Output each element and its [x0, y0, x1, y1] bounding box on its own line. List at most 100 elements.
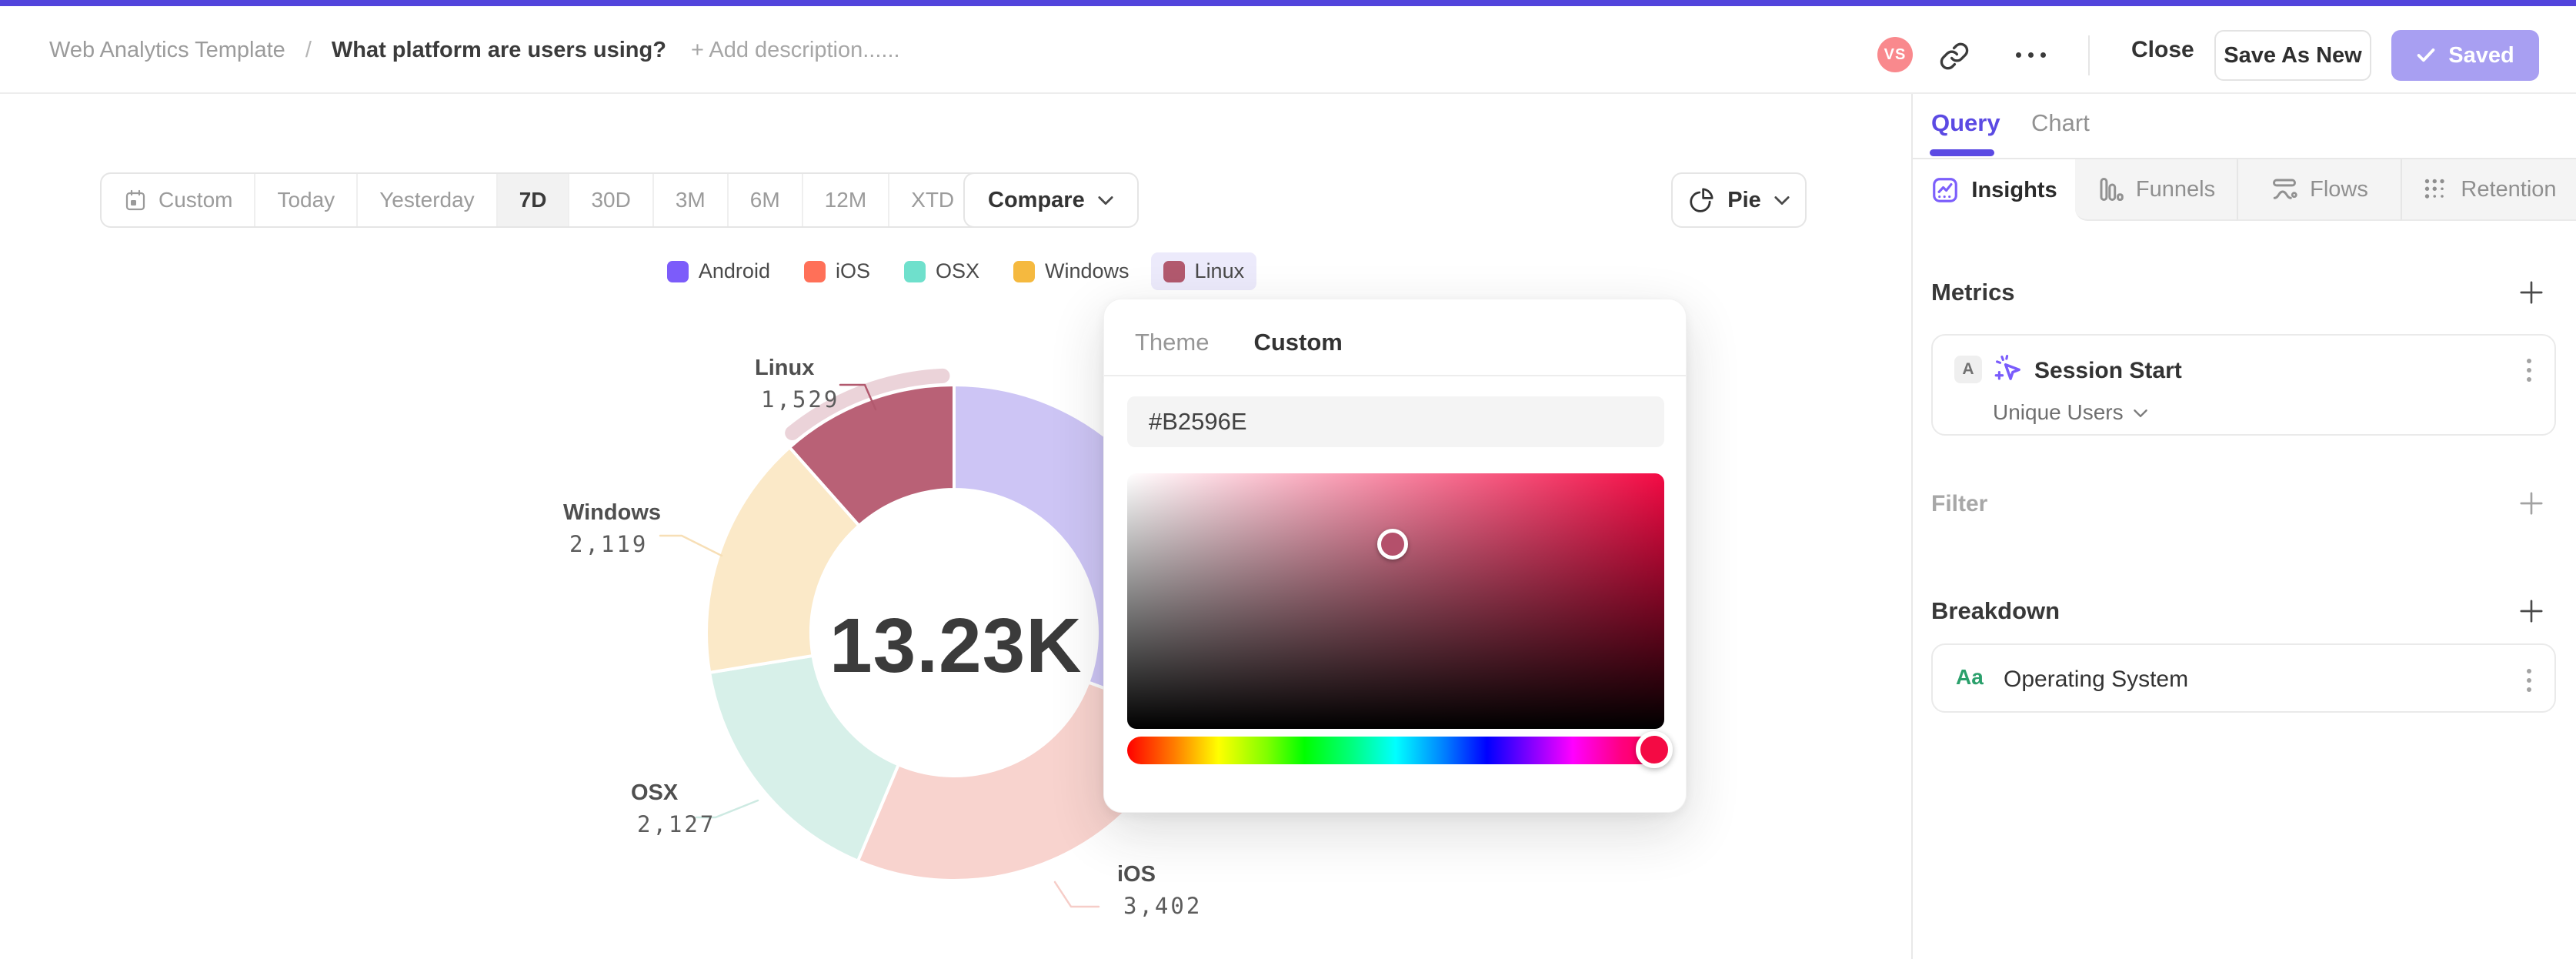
date-range-today[interactable]: Today — [254, 174, 356, 226]
tab-theme[interactable]: Theme — [1135, 329, 1210, 356]
date-range-7d[interactable]: 7D — [496, 174, 569, 226]
hue-slider[interactable] — [1127, 737, 1664, 764]
legend-label: Windows — [1045, 259, 1130, 282]
header-divider — [2088, 35, 2090, 75]
breakdown-property-name[interactable]: Operating System — [2004, 667, 2189, 692]
breakdown-kebab-menu[interactable] — [2527, 669, 2531, 692]
chart-type-button[interactable]: Pie — [1671, 172, 1807, 228]
legend-swatch — [903, 260, 926, 282]
slice-label-linux: Linux 1,529 — [755, 356, 839, 413]
date-range-custom[interactable]: Custom — [102, 174, 254, 226]
tab-chart[interactable]: Chart — [2031, 109, 2090, 136]
tab-insights[interactable]: Insights — [1913, 159, 2075, 221]
date-range-12m[interactable]: 12M — [801, 174, 888, 226]
aggregation-label: Unique Users — [1993, 400, 2124, 424]
flows-icon — [2273, 179, 2297, 199]
slice-label-ios: iOS 3,402 — [1117, 862, 1202, 919]
slice-label-value: 2,127 — [637, 811, 716, 837]
share-link-button[interactable] — [1939, 41, 1970, 72]
event-spark-icon — [1994, 354, 2020, 380]
date-range-30d[interactable]: 30D — [568, 174, 652, 226]
legend-item-android[interactable]: Android — [655, 252, 782, 290]
close-button[interactable]: Close — [2131, 37, 2194, 62]
date-range-label: 30D — [591, 188, 631, 212]
chart-legend: Android iOS OSX Windows Linux — [0, 252, 1911, 290]
compare-button[interactable]: Compare — [963, 172, 1139, 228]
slice-label-windows: Windows 2,119 — [563, 500, 661, 557]
date-range-label: 12M — [824, 188, 867, 212]
legend-label: OSX — [935, 259, 980, 282]
date-range-label: XTD — [911, 188, 955, 212]
metric-kebab-menu[interactable] — [2527, 359, 2531, 382]
compare-label: Compare — [988, 187, 1085, 212]
chart-total-value: 13.23K — [829, 603, 1083, 689]
add-description-button[interactable]: + Add description...... — [690, 37, 900, 62]
legend-item-windows[interactable]: Windows — [1001, 252, 1142, 290]
date-range-label: 7D — [519, 188, 547, 212]
avatar[interactable]: VS — [1877, 37, 1913, 72]
leader-line-linux — [839, 383, 877, 411]
ellipsis-icon — [2016, 52, 2021, 58]
slice-label-name: Windows — [563, 500, 662, 525]
pie-segment-windows[interactable] — [705, 446, 861, 674]
tab-query[interactable]: Query — [1931, 109, 2000, 136]
pie-segment-osx[interactable] — [708, 653, 900, 863]
tab-funnels[interactable]: Funnels — [2075, 159, 2237, 221]
header: Web Analytics Template / What platform a… — [0, 6, 2576, 94]
breadcrumb-root[interactable]: Web Analytics Template — [49, 37, 285, 62]
metric-series-badge: A — [1954, 356, 1982, 383]
date-range-label: 6M — [749, 188, 780, 212]
date-range-label: Yesterday — [379, 188, 475, 212]
date-range-label: Today — [277, 188, 335, 212]
legend-item-osx[interactable]: OSX — [892, 252, 992, 290]
selected-segment-ring — [785, 368, 950, 441]
tab-label: Funnels — [2135, 176, 2216, 202]
page-title[interactable]: What platform are users using? — [331, 37, 666, 62]
legend-item-linux[interactable]: Linux — [1150, 252, 1257, 290]
breakdown-heading: Breakdown — [1931, 597, 2060, 624]
add-filter-button[interactable] — [2518, 490, 2545, 517]
filter-heading: Filter — [1931, 491, 1988, 516]
slice-label-osx: OSX 2,127 — [631, 780, 716, 837]
legend-item-ios[interactable]: iOS — [792, 252, 883, 290]
slice-label-value: 3,402 — [1123, 893, 1203, 919]
saturation-value-area[interactable] — [1127, 473, 1664, 729]
legend-label: Android — [698, 259, 770, 282]
breakdown-card[interactable]: Aa Operating System — [1931, 643, 2556, 713]
color-picker-popup: Theme Custom — [1103, 299, 1687, 813]
leader-line-ios — [1053, 880, 1100, 908]
date-range-yesterday[interactable]: Yesterday — [356, 174, 496, 226]
legend-swatch — [666, 260, 689, 282]
hue-handle[interactable] — [1636, 731, 1673, 768]
saturation-handle[interactable] — [1377, 529, 1408, 560]
pie-chart-icon — [1690, 188, 1713, 212]
mode-tabs: Insights Funnels Flows Retention — [1913, 159, 2576, 221]
picker-tabs-divider — [1104, 375, 1686, 376]
more-options-button[interactable] — [2016, 47, 2056, 62]
add-breakdown-button[interactable] — [2518, 597, 2545, 625]
legend-label: iOS — [835, 259, 870, 282]
pie-segment-linux[interactable] — [788, 383, 956, 527]
saved-button[interactable]: Saved — [2391, 30, 2539, 81]
sidebar-divider — [1911, 94, 1913, 959]
chevron-down-icon — [2133, 409, 2147, 417]
add-metric-button[interactable] — [2518, 279, 2545, 306]
legend-swatch — [1013, 260, 1036, 282]
date-range-6m[interactable]: 6M — [726, 174, 802, 226]
leader-line-osx — [695, 799, 759, 819]
metric-card[interactable]: A Session Start Unique Users — [1931, 334, 2556, 436]
date-range-3m[interactable]: 3M — [652, 174, 727, 226]
save-as-new-button[interactable]: Save As New — [2214, 30, 2371, 81]
string-property-icon: Aa — [1956, 665, 1984, 689]
tab-flows[interactable]: Flows — [2237, 159, 2401, 221]
legend-swatch — [803, 260, 826, 282]
metric-event-name[interactable]: Session Start — [2034, 358, 2182, 383]
tab-retention[interactable]: Retention — [2401, 159, 2576, 221]
chevron-down-icon — [1098, 196, 1113, 206]
leader-line-windows — [659, 534, 723, 557]
hex-color-input[interactable] — [1127, 396, 1664, 447]
chevron-down-icon — [1774, 196, 1790, 206]
metric-aggregation-dropdown[interactable]: Unique Users — [1993, 400, 2148, 425]
tab-custom[interactable]: Custom — [1253, 329, 1343, 356]
tab-label: Insights — [1971, 177, 2057, 202]
